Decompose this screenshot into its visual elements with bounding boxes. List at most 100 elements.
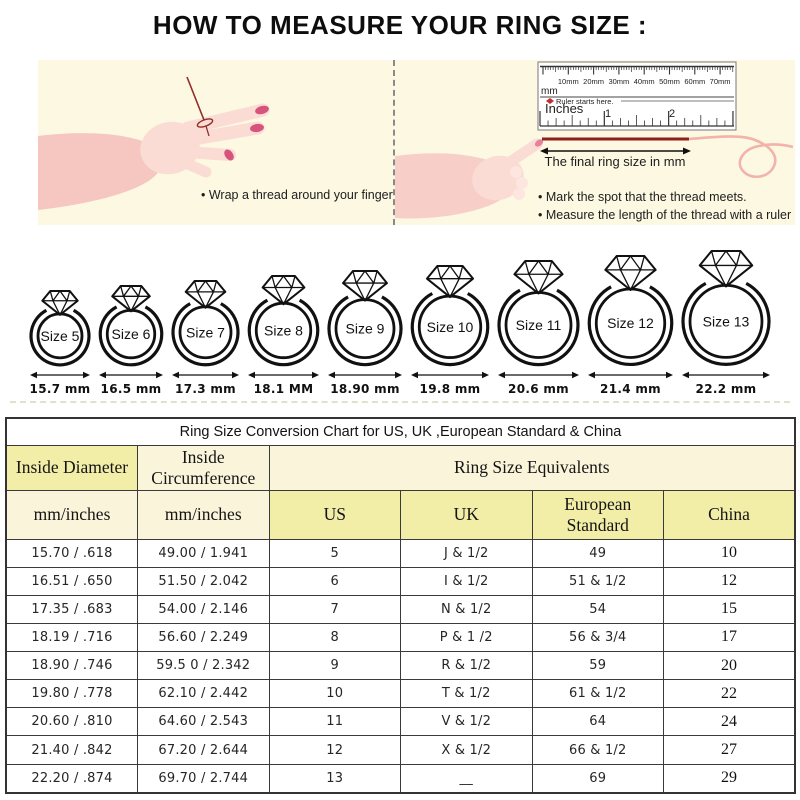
diamond-facets [699, 250, 753, 287]
instruction-panels: • Wrap a thread around your finger 10mm 2… [38, 60, 795, 225]
ring-band-outer [247, 298, 320, 367]
header-european-standard: European Standard [531, 489, 664, 540]
ring-band-outer [327, 295, 403, 367]
table-row: 19.80 / .778 62.10 / 2.442 10 T & 1/2 61 & 1… [5, 679, 796, 709]
table-cell: 51.50 / 2.042 [137, 566, 270, 596]
ruler-mm-label: 20mm [583, 77, 604, 86]
ring-size-diagrams: Size 5 15.7 mm Size 6 16.5 mm Size 7 17.3 mm S… [28, 238, 772, 396]
table-cell: 24 [663, 707, 796, 737]
diamond-facets [426, 265, 474, 298]
diameter-arrow [411, 371, 489, 379]
ring-diagram: Size 11 20.6 mm [496, 257, 581, 396]
table-cell: 16.51 / .650 [5, 566, 138, 596]
ring-band-outer [171, 302, 240, 367]
table-cell: 49.00 / 1.941 [137, 538, 270, 568]
table-row: 18.90 / .746 59.5 0 / 2.342 9 R & 1/2 59 20 [5, 651, 796, 681]
size-arrow-label: The final ring size in mm [545, 154, 686, 169]
diamond-icon [425, 265, 475, 299]
diamond-icon [41, 290, 79, 316]
table-cell: 15.70 / .618 [5, 538, 138, 568]
table-cell: R & 1/2 [400, 651, 533, 681]
table-cell: 29 [663, 763, 796, 794]
ring-band-outer [98, 305, 164, 367]
ruler-inch-number: 2 [669, 108, 675, 120]
ruler-inches-label: Inches [545, 101, 584, 116]
ring-graphic: Size 13 [681, 250, 771, 366]
ring-graphic: Size 6 [98, 285, 164, 367]
thread-line [205, 125, 210, 137]
ring-graphic: Size 8 [247, 275, 320, 367]
ring-diameter-label: 20.6 mm [508, 382, 569, 396]
header-china: China [663, 489, 796, 540]
table-title-row: Ring Size Conversion Chart for US, UK ,E… [5, 417, 796, 446]
ring-graphic: Size 12 [587, 255, 674, 366]
table-cell: 17 [663, 622, 796, 653]
table-cell: 56 & 3/4 [531, 622, 664, 653]
table-cell: 11 [268, 707, 401, 737]
ring-band-inner [417, 294, 483, 359]
diameter-arrow [172, 371, 239, 379]
diamond-facets [343, 270, 387, 301]
ring-diameter-label: 16.5 mm [100, 382, 162, 396]
arrow-right-icon [683, 147, 691, 155]
ring-size-label: Size 12 [607, 315, 654, 331]
table-cell: 13 [268, 763, 401, 794]
ruler-mm-labels: 10mm 20mm 30mm 40mm 50mm 60mm 70mm [558, 77, 731, 86]
table-cell: 66 & 1/2 [531, 735, 664, 765]
ring-band-inner [178, 305, 233, 360]
table-cell: 49 [531, 538, 664, 568]
ruler-start-label: Ruler starts here. [556, 97, 614, 106]
table-cell: P & 1 /2 [400, 622, 533, 653]
diameter-arrow [588, 371, 673, 379]
diamond-icon [184, 280, 227, 309]
ruler-mm-label: 60mm [684, 77, 705, 86]
knuckle-shape [510, 166, 522, 178]
header-ring-size-equivalents: Ring Size Equivalents [268, 444, 796, 491]
diamond-facets [514, 260, 563, 294]
ring-band-inner [504, 291, 573, 359]
table-cell: T & 1/2 [400, 679, 533, 709]
table-row: 18.19 / .716 56.60 / 2.249 8 P & 1 /2 56 & 3… [5, 622, 796, 653]
diamond-icon [111, 285, 151, 313]
ring-band-inner [105, 308, 157, 360]
thread-curl [688, 135, 793, 178]
ring-size-label: Size 7 [186, 324, 225, 340]
diameter-arrow [498, 371, 579, 379]
table-cell: 17.35 / .683 [5, 594, 138, 624]
table-cell: 56.60 / 2.249 [137, 622, 270, 653]
table-cell: J & 1/2 [400, 538, 533, 568]
header-us: US [268, 489, 401, 540]
table-cell: 21.40 / .842 [5, 735, 138, 765]
ruler-start-marker-icon [546, 98, 554, 104]
table-cell: 69.70 / 2.744 [137, 763, 270, 794]
header-circumference-units: mm/inches [137, 489, 270, 540]
arrow-left-icon [540, 147, 548, 155]
diamond-facets [605, 255, 656, 291]
table-cell: 62.10 / 2.442 [137, 679, 270, 709]
ring-diagram: Size 5 15.7 mm [28, 287, 92, 396]
ruler-inch-number: 1 [605, 108, 611, 120]
ruler-mm-label: 30mm [608, 77, 629, 86]
thumb-shape [177, 156, 212, 178]
nail-icon [224, 149, 234, 161]
diameter-arrow [99, 371, 163, 379]
diamond-facets [262, 275, 305, 305]
page-title: HOW TO MEASURE YOUR RING SIZE : [152, 10, 648, 40]
ring-diagram: Size 12 21.4 mm [586, 252, 675, 396]
table-cell: 51 & 1/2 [531, 566, 664, 596]
ring-band-inner [254, 301, 313, 360]
table-cell: 61 & 1/2 [531, 679, 664, 709]
ring-band-outer [587, 285, 674, 366]
table-cell: V & 1/2 [400, 707, 533, 737]
ring-diameter-label: 18.1 MM [253, 382, 314, 396]
table-cell: 6 [268, 566, 401, 596]
table-cell: 18.90 / .746 [5, 651, 138, 681]
ring-diameter-label: 21.4 mm [600, 382, 661, 396]
finger-shape [181, 103, 270, 135]
conversion-table: Ring Size Conversion Chart for US, UK ,E… [5, 417, 796, 794]
ring-band-inner [688, 284, 764, 359]
table-cell: 69 [531, 763, 664, 794]
finger-shape [180, 146, 236, 161]
diamond-icon [261, 275, 306, 306]
ring-graphic: Size 5 [29, 290, 91, 367]
